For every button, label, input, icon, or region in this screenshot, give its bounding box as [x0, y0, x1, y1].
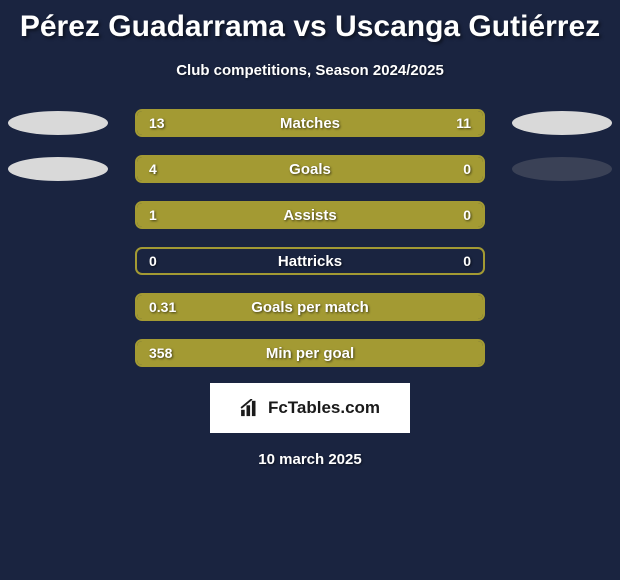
stat-row: 0Hattricks0 — [0, 247, 620, 275]
subtitle: Club competitions, Season 2024/2025 — [0, 62, 620, 79]
page-title: Pérez Guadarrama vs Uscanga Gutiérrez — [0, 0, 620, 44]
stat-bar: 1Assists0 — [135, 201, 485, 229]
stat-row: 1Assists0 — [0, 201, 620, 229]
stat-bar: 358Min per goal — [135, 339, 485, 367]
date-label: 10 march 2025 — [0, 451, 620, 468]
bar-chart-icon — [240, 399, 262, 417]
stat-label: Goals per match — [137, 299, 483, 316]
stat-bar: 13Matches11 — [135, 109, 485, 137]
stat-value-right: 0 — [463, 207, 471, 223]
stat-row: 358Min per goal — [0, 339, 620, 367]
comparison-chart: 13Matches114Goals01Assists00Hattricks00.… — [0, 109, 620, 367]
stat-row: 0.31Goals per match — [0, 293, 620, 321]
fctables-logo: FcTables.com — [210, 383, 410, 433]
stat-label: Matches — [137, 115, 483, 132]
stat-value-right: 0 — [463, 161, 471, 177]
stat-label: Assists — [137, 207, 483, 224]
stat-label: Min per goal — [137, 345, 483, 362]
player-right-marker — [512, 157, 612, 181]
stat-bar: 4Goals0 — [135, 155, 485, 183]
logo-text: FcTables.com — [268, 398, 380, 418]
player-left-marker — [8, 111, 108, 135]
player-left-marker — [8, 157, 108, 181]
stat-bar: 0Hattricks0 — [135, 247, 485, 275]
stat-label: Goals — [137, 161, 483, 178]
stat-label: Hattricks — [137, 253, 483, 270]
stat-bar: 0.31Goals per match — [135, 293, 485, 321]
stat-row: 4Goals0 — [0, 155, 620, 183]
player-right-marker — [512, 111, 612, 135]
stat-value-right: 11 — [456, 115, 471, 131]
stat-row: 13Matches11 — [0, 109, 620, 137]
stat-value-right: 0 — [463, 253, 471, 269]
